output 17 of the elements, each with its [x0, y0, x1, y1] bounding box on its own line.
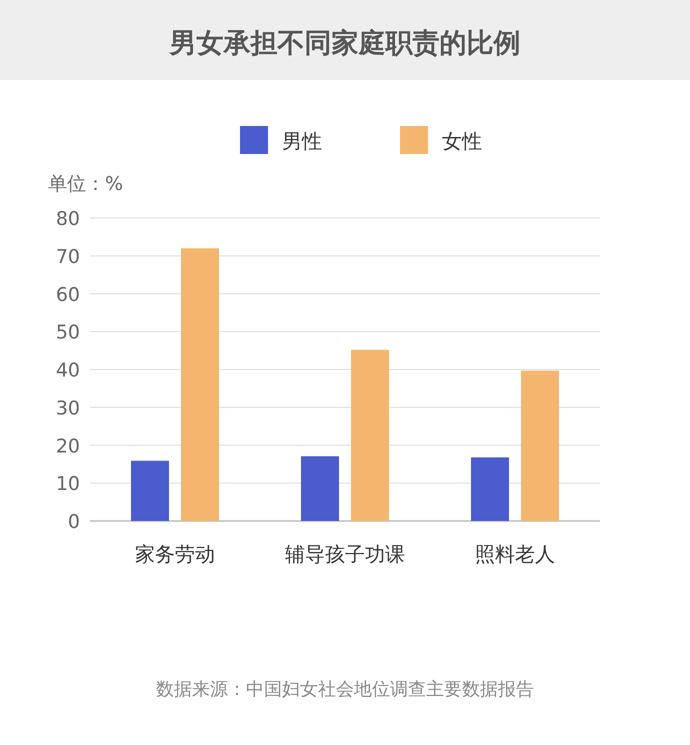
legend-label: 女性	[442, 129, 482, 153]
y-tick-label: 60	[56, 284, 80, 306]
source-note: 数据来源：中国妇女社会地位调查主要数据报告	[156, 679, 534, 700]
y-tick-label: 50	[56, 322, 80, 344]
y-tick-label: 70	[56, 246, 80, 268]
x-tick-label: 照料老人	[475, 542, 555, 566]
x-tick-label: 辅导孩子功课	[285, 542, 405, 566]
y-tick-label: 30	[56, 397, 80, 420]
x-tick-label: 家务劳动	[135, 542, 215, 566]
y-tick-label: 10	[56, 473, 80, 496]
legend-label: 男性	[282, 129, 322, 153]
y-axis-title: 单位：%	[48, 173, 124, 195]
y-tick-label: 20	[56, 435, 80, 458]
y-tick-label: 0	[68, 511, 80, 533]
chart-title: 男女承担不同家庭职责的比例	[168, 28, 520, 59]
y-tick-label: 80	[56, 208, 80, 230]
y-tick-label: 40	[56, 360, 80, 382]
